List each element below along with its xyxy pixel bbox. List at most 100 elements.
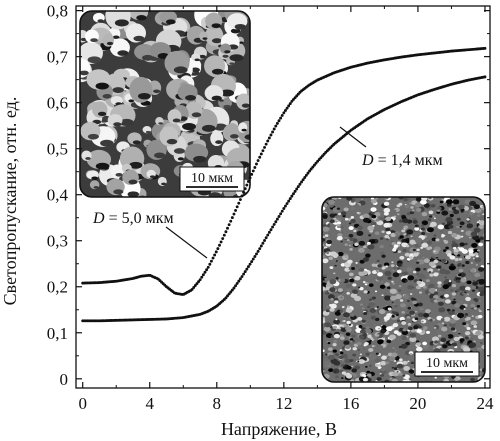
data-point — [288, 197, 292, 201]
data-point — [263, 145, 266, 149]
data-point — [201, 273, 205, 277]
y-tick-label: 0,4 — [47, 186, 69, 205]
data-point — [314, 161, 318, 165]
data-point — [274, 124, 278, 128]
series-label: D = 5,0 мкм — [92, 210, 174, 227]
data-point — [285, 202, 289, 206]
plot-frame — [75, 5, 491, 389]
data-point — [277, 119, 281, 123]
data-point — [237, 201, 241, 205]
data-point — [213, 253, 217, 257]
data-point — [230, 288, 234, 292]
data-point — [218, 243, 221, 247]
data-point — [251, 257, 255, 261]
data-point — [277, 215, 281, 218]
data-point — [272, 127, 276, 131]
data-point — [251, 169, 255, 173]
data-point — [285, 106, 289, 110]
data-point — [227, 223, 231, 227]
data-point — [261, 241, 265, 245]
data-point — [229, 219, 233, 223]
data-point — [256, 249, 260, 253]
data-point — [208, 262, 212, 266]
inset-frame — [321, 196, 486, 383]
data-point — [242, 190, 246, 194]
y-tick-label: 0,2 — [47, 278, 68, 297]
data-point — [282, 207, 286, 210]
scale-bar-label: 10 мкм — [426, 356, 468, 371]
data-point — [264, 236, 268, 240]
data-point — [193, 284, 197, 287]
series-1 — [81, 46, 487, 296]
data-point — [287, 199, 291, 203]
data-point — [250, 172, 254, 176]
data-point — [258, 247, 262, 251]
y-tick-label: 0 — [60, 370, 69, 389]
data-point — [298, 182, 302, 186]
data-point — [253, 166, 257, 169]
data-point — [246, 179, 250, 183]
data-point — [280, 209, 284, 213]
data-point — [309, 167, 313, 171]
y-tick-label: 0,8 — [47, 2, 68, 21]
data-point — [243, 270, 247, 274]
data-point — [259, 244, 263, 248]
data-point — [295, 187, 299, 191]
data-point — [483, 75, 487, 79]
data-point — [235, 281, 239, 285]
data-point — [224, 296, 228, 300]
x-tick-label: 16 — [342, 394, 359, 413]
data-point — [229, 290, 233, 294]
data-point — [275, 217, 279, 221]
y-tick-label: 0,6 — [47, 94, 68, 113]
data-point — [256, 159, 260, 162]
data-point — [232, 286, 236, 290]
data-point — [242, 272, 246, 276]
data-point — [255, 162, 258, 166]
data-point — [290, 99, 294, 103]
y-tick-label: 0,1 — [47, 324, 68, 343]
data-point — [195, 282, 199, 286]
data-point — [246, 265, 250, 269]
data-point — [226, 226, 229, 230]
data-point — [290, 194, 294, 198]
data-point — [197, 280, 201, 284]
data-point — [245, 267, 249, 271]
x-axis-label: Напряжение, В — [221, 419, 337, 439]
data-point — [266, 139, 270, 143]
data-point — [200, 275, 204, 279]
leader-line — [165, 226, 208, 259]
data-point — [216, 247, 220, 251]
data-point — [221, 237, 225, 240]
scale-bar-label: 10 мкм — [191, 171, 233, 186]
x-tick-label: 8 — [213, 394, 222, 413]
x-tick-label: 4 — [145, 394, 154, 413]
data-point — [269, 133, 273, 137]
y-axis-label: Светопропускание, отн. ед. — [0, 97, 20, 306]
data-point — [267, 230, 271, 234]
data-point — [235, 205, 239, 209]
data-point — [238, 198, 242, 201]
data-point — [250, 260, 254, 264]
data-point — [219, 240, 223, 244]
data-point — [263, 239, 266, 242]
data-point — [198, 278, 202, 282]
x-tick-label: 20 — [409, 394, 426, 413]
data-point — [267, 136, 271, 140]
data-point — [240, 194, 244, 198]
data-point — [292, 192, 295, 196]
leader-line — [339, 126, 367, 148]
data-point — [211, 256, 215, 260]
data-point — [282, 111, 286, 115]
data-point — [259, 152, 263, 156]
data-point — [284, 204, 287, 208]
data-point — [296, 185, 300, 189]
data-point — [311, 165, 315, 169]
data-point — [261, 149, 265, 153]
data-point — [224, 230, 228, 234]
data-point — [222, 233, 226, 237]
data-point — [258, 155, 262, 159]
data-point — [279, 116, 283, 120]
data-point — [237, 279, 241, 283]
